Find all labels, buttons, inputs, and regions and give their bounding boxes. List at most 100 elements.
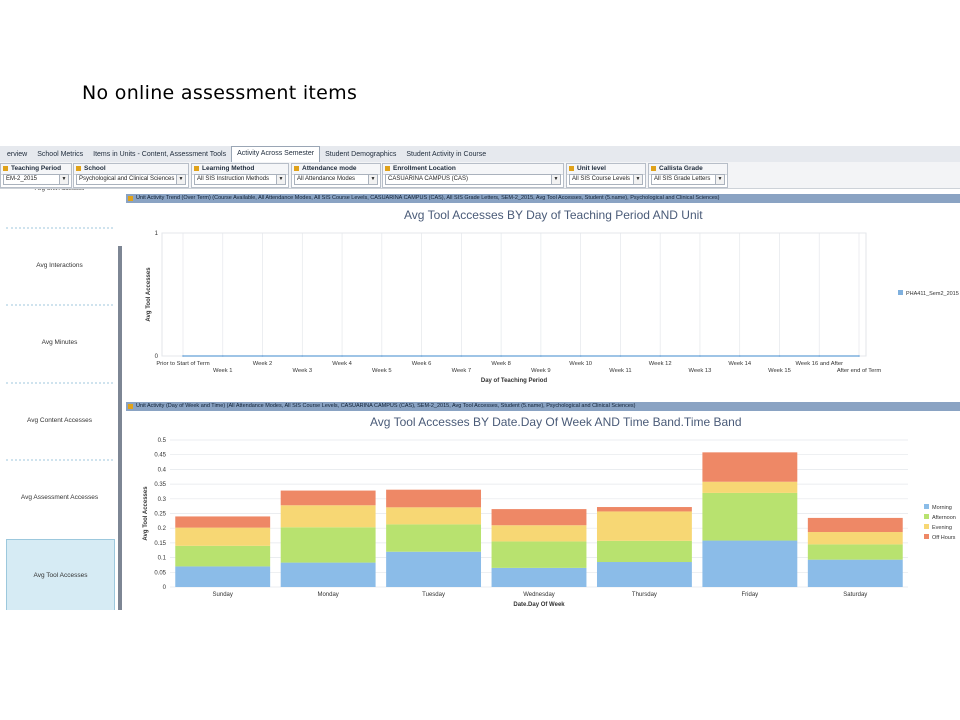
y-tick-label: 0.45 xyxy=(154,453,166,459)
filter-callista-grade: Callista Grade All SIS Grade Letters ▼ xyxy=(648,163,728,188)
x-tick-label: Sunday xyxy=(213,592,233,598)
x-tick-label: Thursday xyxy=(632,592,657,598)
nav-item-avg-assessment-accesses[interactable]: Avg Assessment Accesses xyxy=(6,459,113,535)
x-tick-label: After end of Term xyxy=(837,368,882,374)
enrollment-location-select[interactable]: CASUARINA CAMPUS (CAS) ▼ xyxy=(385,174,561,185)
left-nav: Avg Unit Accesses Avg Interactions Avg M… xyxy=(0,189,115,610)
y-tick-label: 0.4 xyxy=(158,467,167,473)
nav-item-avg-interactions[interactable]: Avg Interactions xyxy=(6,227,113,303)
filter-icon xyxy=(76,166,81,171)
tab-student-demographics[interactable]: Student Demographics xyxy=(325,151,397,158)
tab-items-in-units[interactable]: Items in Units - Content, Assessment Too… xyxy=(93,151,227,158)
data-point xyxy=(221,355,224,357)
panel-header-unit-activity-day-time: Unit Activity (Day of Week and Time) (Al… xyxy=(126,402,960,411)
bar-segment-afternoon xyxy=(175,545,271,567)
filter-label: Unit level xyxy=(577,165,606,172)
y-tick-label: 0.35 xyxy=(154,482,166,488)
plot-area xyxy=(161,232,867,357)
nav-divider xyxy=(118,246,122,610)
legend-label: Off Hours xyxy=(932,535,956,541)
filter-bar: Teaching Period EM-2_2015 ▼ School Psycho… xyxy=(0,162,960,189)
data-point xyxy=(579,355,582,357)
x-tick-label: Monday xyxy=(317,592,338,598)
nav-item-avg-unit-accesses[interactable]: Avg Unit Accesses xyxy=(34,189,85,192)
unit-level-select[interactable]: All SIS Course Levels ▼ xyxy=(569,174,643,185)
x-tick-label: Friday xyxy=(742,592,759,598)
dropdown-arrow-icon[interactable]: ▼ xyxy=(176,175,185,184)
data-point xyxy=(182,355,184,357)
filter-icon xyxy=(294,166,299,171)
x-axis-label: Date.Day Of Week xyxy=(513,602,565,608)
x-tick-label: Week 11 xyxy=(609,368,631,374)
filter-icon xyxy=(569,166,574,171)
data-point xyxy=(539,355,542,357)
x-tick-label: Week 6 xyxy=(412,361,432,367)
dropdown-arrow-icon[interactable]: ▼ xyxy=(276,175,285,184)
filter-label: Attendance mode xyxy=(302,165,357,172)
filter-label: School xyxy=(84,165,106,172)
callista-grade-select[interactable]: All SIS Grade Letters ▼ xyxy=(651,174,725,185)
dropdown-arrow-icon[interactable]: ▼ xyxy=(551,175,560,184)
bar-segment-off-hours xyxy=(280,490,376,506)
chart1-title: Avg Tool Accesses BY Day of Teaching Per… xyxy=(404,208,703,222)
x-tick-label: Week 3 xyxy=(293,368,313,374)
filter-label: Callista Grade xyxy=(659,165,703,172)
data-point xyxy=(420,355,423,357)
learning-method-select[interactable]: All SIS Instruction Methods ▼ xyxy=(194,174,286,185)
tab-student-activity-in-course[interactable]: Student Activity in Course xyxy=(406,151,487,158)
legend-label: Afternoon xyxy=(932,515,956,521)
bar-segment-afternoon xyxy=(386,524,482,552)
nav-item-avg-content-accesses[interactable]: Avg Content Accesses xyxy=(6,382,113,458)
filter-attendance-mode: Attendance mode All Attendance Modes ▼ xyxy=(291,163,381,188)
bar-segment-off-hours xyxy=(175,516,271,528)
filter-icon xyxy=(385,166,390,171)
x-tick-label: Week 8 xyxy=(491,361,511,367)
stacked-bar-chart: 0 0.05 0.1 0.15 0.2 0.25 0.3 0.35 0.4 0.45 0.5 Sund… xyxy=(143,438,956,608)
data-point xyxy=(738,355,741,357)
teaching-period-select[interactable]: EM-2_2015 ▼ xyxy=(3,174,69,185)
x-tick-label: Week 4 xyxy=(332,361,352,367)
x-tick-label: Prior to Start of Term xyxy=(156,361,210,367)
nav-item-avg-minutes[interactable]: Avg Minutes xyxy=(6,304,113,380)
bar-segment-afternoon xyxy=(702,492,798,541)
y-axis-label: Avg Tool Accesses xyxy=(143,486,149,541)
tab-school-metrics[interactable]: School Metrics xyxy=(37,151,84,158)
y-tick-label: 0.15 xyxy=(154,541,166,547)
bar-segment-evening xyxy=(280,505,376,528)
data-point xyxy=(778,355,781,357)
data-point xyxy=(380,355,383,357)
bar-segment-evening xyxy=(702,481,798,493)
x-tick-label: Week 15 xyxy=(768,368,791,374)
dropdown-arrow-icon[interactable]: ▼ xyxy=(715,175,724,184)
data-point xyxy=(699,355,701,357)
nav-item-avg-tool-accesses[interactable]: Avg Tool Accesses xyxy=(6,539,115,610)
attendance-mode-select[interactable]: All Attendance Modes ▼ xyxy=(294,174,378,185)
legend-label: PHA411_Sem2_2015 xyxy=(906,291,959,297)
data-point xyxy=(341,355,343,357)
slide-title: No online assessment items xyxy=(82,82,358,104)
bar-segment-morning xyxy=(491,567,587,587)
bar-segment-morning xyxy=(702,540,798,587)
bar-segment-off-hours xyxy=(386,489,482,508)
y-tick-label: 0 xyxy=(155,354,159,360)
y-tick-label: 0.05 xyxy=(154,570,166,576)
x-tick-label: Week 5 xyxy=(372,368,392,374)
dropdown-arrow-icon[interactable]: ▼ xyxy=(368,175,377,184)
data-point xyxy=(301,355,304,357)
x-tick-label: Week 7 xyxy=(452,368,472,374)
dropdown-arrow-icon[interactable]: ▼ xyxy=(59,175,68,184)
chart-icon xyxy=(128,404,133,409)
filter-icon xyxy=(651,166,656,171)
legend-swatch xyxy=(924,534,929,539)
bar-segment-off-hours xyxy=(491,509,587,526)
tab-overview[interactable]: erview xyxy=(7,151,28,158)
legend-swatch xyxy=(924,524,929,529)
dropdown-arrow-icon[interactable]: ▼ xyxy=(633,175,642,184)
x-tick-label: Wednesday xyxy=(523,592,555,598)
x-tick-label: Tuesday xyxy=(422,592,445,598)
tab-activity-across-semester[interactable]: Activity Across Semester xyxy=(231,146,321,162)
filter-icon xyxy=(194,166,199,171)
school-select[interactable]: Psychological and Clinical Sciences ▼ xyxy=(76,174,186,185)
bar-segment-morning xyxy=(280,562,376,587)
